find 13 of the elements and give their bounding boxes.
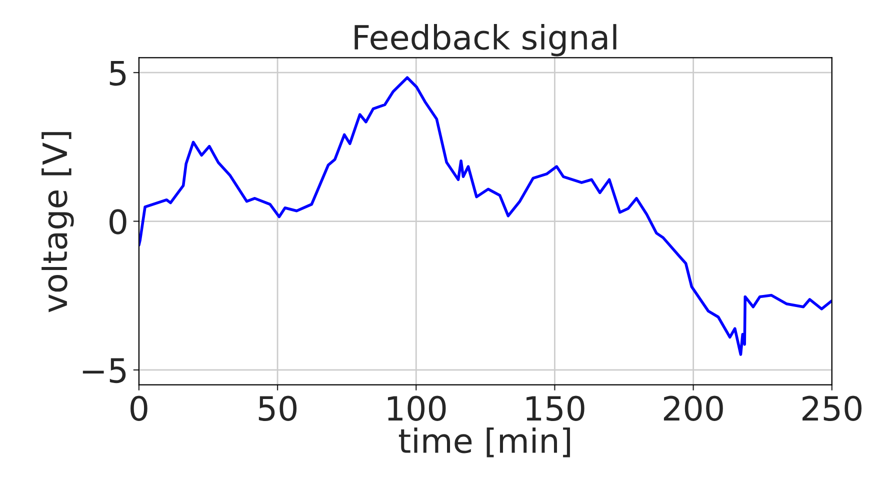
line-series — [138, 76, 832, 356]
x-tick-label: 50 — [258, 396, 297, 422]
x-tick-label: 0 — [130, 396, 148, 422]
x-tick-label: 200 — [664, 396, 723, 422]
x-axis-title: time [min] — [398, 427, 570, 458]
y-tick-label: −5 — [82, 358, 126, 384]
y-tick-label: 5 — [110, 60, 126, 86]
chart-title: Feedback signal — [354, 24, 616, 56]
x-tick-label: 150 — [526, 396, 584, 422]
y-tick-label: 0 — [110, 209, 126, 234]
x-tick-label: 250 — [802, 396, 862, 422]
y-axis-title: voltage [V] — [42, 132, 74, 312]
x-tick-label: 100 — [388, 396, 446, 422]
